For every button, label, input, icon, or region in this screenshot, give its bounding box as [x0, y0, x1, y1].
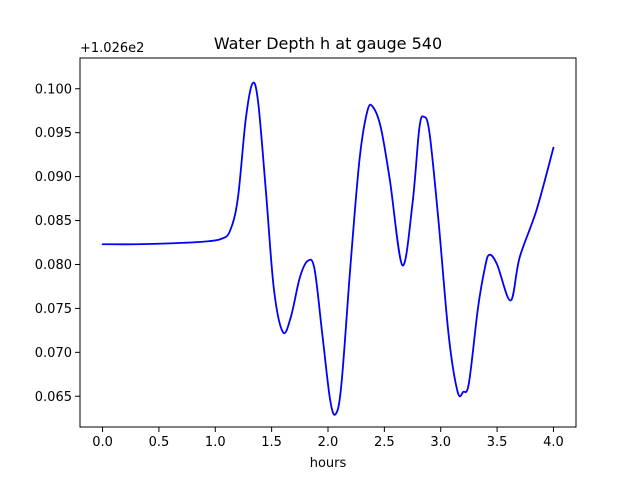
- x-axis-ticks: 0.0 0.5 1.0 1.5 2.0 2.5 3.0 3.5 4.0: [92, 427, 564, 450]
- x-tick-label: 2.0: [318, 435, 339, 450]
- chart-title: Water Depth h at gauge 540: [214, 34, 442, 53]
- x-tick-label: 3.0: [430, 435, 451, 450]
- y-tick-label: 0.085: [35, 214, 72, 229]
- plot-area: [80, 58, 576, 427]
- x-axis-label: hours: [310, 456, 347, 471]
- x-tick-label: 1.0: [205, 435, 226, 450]
- x-tick-label: 1.5: [261, 435, 282, 450]
- series-line-1: [101, 81, 555, 416]
- y-tick-label: 0.080: [35, 258, 72, 273]
- y-tick-label: 0.065: [35, 390, 72, 405]
- plot-frame: [79, 57, 577, 428]
- y-tick-label: 0.070: [35, 346, 72, 361]
- x-tick-label: 3.5: [487, 435, 508, 450]
- y-tick-label: 0.095: [35, 126, 72, 141]
- y-tick-label: 0.100: [35, 82, 72, 97]
- x-tick-label: 0.0: [92, 435, 113, 450]
- y-tick-label: 0.075: [35, 302, 72, 317]
- x-tick-label: 4.0: [543, 435, 564, 450]
- x-tick-label: 0.5: [149, 435, 170, 450]
- y-axis-ticks: 0.065 0.070 0.075 0.080 0.085 0.090 0.095 0.100: [35, 82, 80, 405]
- series-layer: [101, 81, 555, 416]
- y-axis-offset-label: +1.026e2: [80, 41, 144, 56]
- y-tick-label: 0.090: [35, 170, 72, 185]
- x-tick-label: 2.5: [374, 435, 395, 450]
